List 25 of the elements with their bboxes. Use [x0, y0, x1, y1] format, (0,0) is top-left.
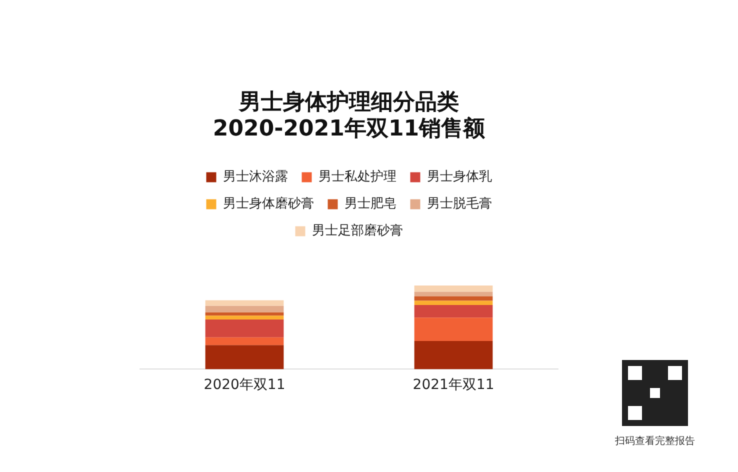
bar: [205, 312, 284, 316]
bar: [205, 306, 284, 312]
bar: [414, 300, 493, 305]
bar: [205, 316, 284, 320]
bar: [205, 320, 284, 338]
bar: [414, 340, 493, 370]
legend-label: 男士脱毛膏: [426, 196, 492, 212]
text: 扫码查看完整报告: [614, 434, 696, 448]
bar: [414, 318, 493, 341]
legend-label: 男士身体磨砂膏: [222, 196, 314, 212]
legend-label: 男士足部磨砂膏: [312, 224, 403, 239]
bar: [414, 285, 493, 292]
x-tick-label: 2021年双11: [412, 377, 494, 394]
legend-label: 男士沐浴露: [222, 170, 288, 185]
chart-title: 男士身体护理细分品类 2020-2021年双11销售额: [212, 88, 486, 142]
x-tick-label: 2020年双11: [204, 377, 286, 394]
bar: [205, 337, 284, 346]
bar: [414, 292, 493, 296]
legend-label: 男士身体乳: [426, 170, 492, 185]
legend-label: 男士肥皂: [344, 196, 396, 212]
bar: [414, 304, 493, 318]
bar: [205, 345, 284, 370]
bar: [414, 296, 493, 301]
bar: [205, 300, 284, 306]
legend-label: 男士私处护理: [318, 170, 396, 185]
